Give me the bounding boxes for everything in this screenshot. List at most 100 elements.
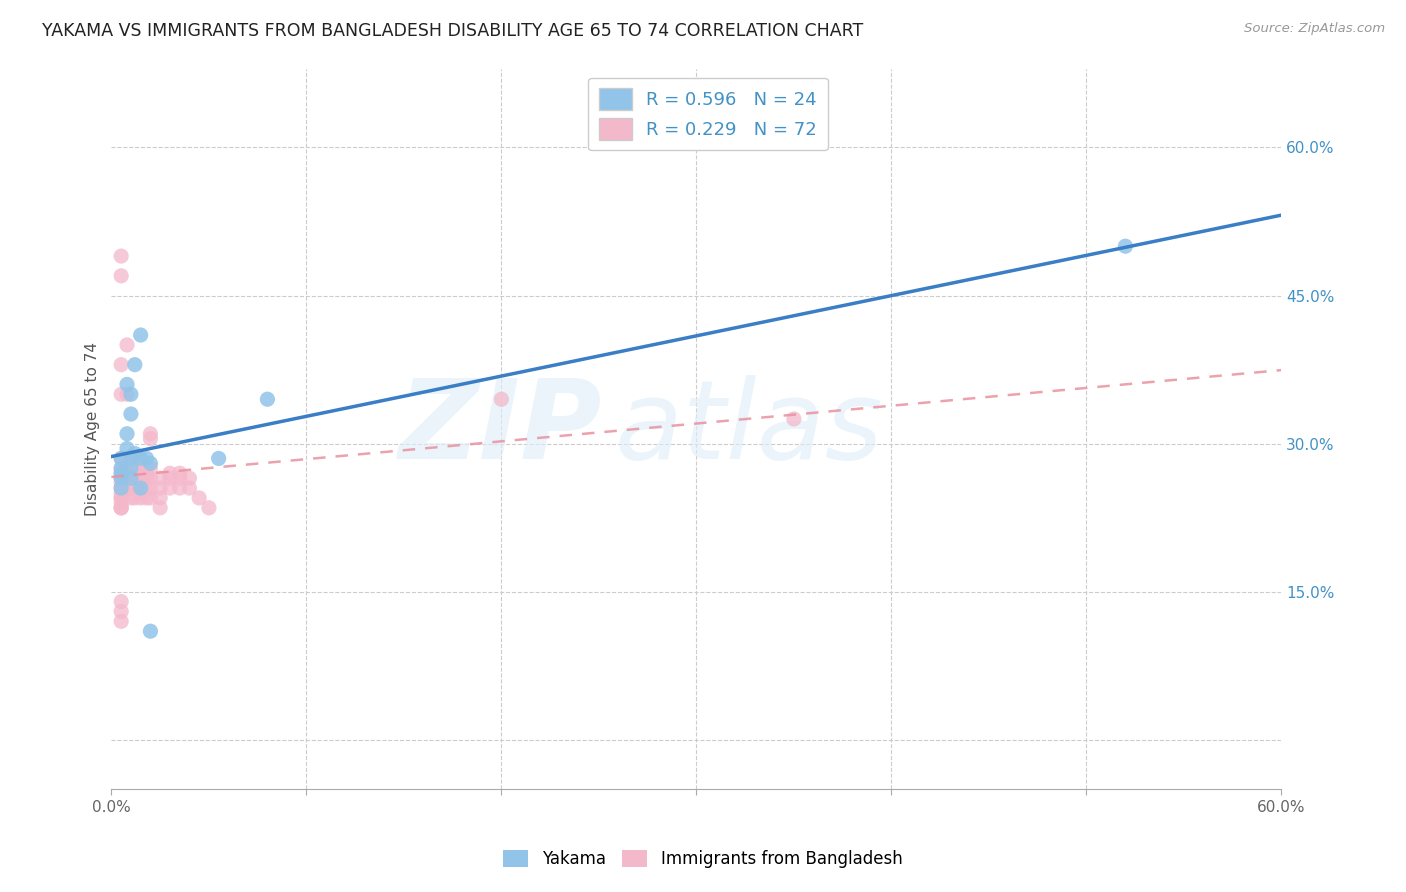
Point xyxy=(124,467,146,481)
Legend: R = 0.596   N = 24, R = 0.229   N = 72: R = 0.596 N = 24, R = 0.229 N = 72 xyxy=(589,78,828,151)
Point xyxy=(491,392,513,407)
Point xyxy=(179,481,201,495)
Point xyxy=(120,476,142,491)
Point xyxy=(179,471,201,485)
Point xyxy=(115,426,138,441)
Point xyxy=(115,451,138,466)
Point xyxy=(129,481,152,495)
Point xyxy=(110,594,132,608)
Point xyxy=(120,471,142,485)
Point xyxy=(135,471,157,485)
Text: atlas: atlas xyxy=(614,376,883,483)
Point xyxy=(110,491,132,505)
Point xyxy=(110,451,132,466)
Point xyxy=(169,467,191,481)
Point xyxy=(129,491,152,505)
Point xyxy=(169,471,191,485)
Point xyxy=(110,249,132,263)
Point xyxy=(129,481,152,495)
Point xyxy=(110,500,132,515)
Point xyxy=(135,451,157,466)
Point xyxy=(139,426,162,441)
Point xyxy=(110,268,132,283)
Point xyxy=(110,467,132,481)
Text: YAKAMA VS IMMIGRANTS FROM BANGLADESH DISABILITY AGE 65 TO 74 CORRELATION CHART: YAKAMA VS IMMIGRANTS FROM BANGLADESH DIS… xyxy=(42,22,863,40)
Point xyxy=(120,451,142,466)
Point xyxy=(129,461,152,475)
Point xyxy=(115,481,138,495)
Point xyxy=(256,392,278,407)
Point xyxy=(208,451,231,466)
Point xyxy=(124,446,146,460)
Text: Source: ZipAtlas.com: Source: ZipAtlas.com xyxy=(1244,22,1385,36)
Point xyxy=(149,500,172,515)
Legend: Yakama, Immigrants from Bangladesh: Yakama, Immigrants from Bangladesh xyxy=(496,843,910,875)
Point xyxy=(120,451,142,466)
Point xyxy=(115,461,138,475)
Point xyxy=(110,461,132,475)
Point xyxy=(115,377,138,392)
Point xyxy=(110,461,132,475)
Point xyxy=(110,481,132,495)
Point xyxy=(120,481,142,495)
Point xyxy=(124,461,146,475)
Y-axis label: Disability Age 65 to 74: Disability Age 65 to 74 xyxy=(86,342,100,516)
Point xyxy=(110,471,132,485)
Point xyxy=(110,615,132,629)
Point xyxy=(115,467,138,481)
Point xyxy=(135,491,157,505)
Point xyxy=(120,407,142,421)
Point xyxy=(139,624,162,639)
Point xyxy=(124,491,146,505)
Point xyxy=(159,471,181,485)
Point xyxy=(1114,239,1136,253)
Point xyxy=(139,432,162,446)
Point xyxy=(198,500,221,515)
Point xyxy=(115,471,138,485)
Point xyxy=(120,471,142,485)
Point xyxy=(135,467,157,481)
Point xyxy=(159,481,181,495)
Point xyxy=(120,387,142,401)
Point xyxy=(110,471,132,485)
Point xyxy=(149,471,172,485)
Point xyxy=(149,481,172,495)
Point xyxy=(129,451,152,466)
Point xyxy=(139,471,162,485)
Point xyxy=(139,456,162,470)
Point xyxy=(120,467,142,481)
Point xyxy=(110,500,132,515)
Point xyxy=(139,461,162,475)
Point xyxy=(139,481,162,495)
Point xyxy=(149,491,172,505)
Point xyxy=(110,500,132,515)
Point xyxy=(129,471,152,485)
Point xyxy=(139,491,162,505)
Point xyxy=(115,442,138,456)
Point xyxy=(110,467,132,481)
Point xyxy=(124,481,146,495)
Point xyxy=(783,412,806,426)
Point xyxy=(188,491,211,505)
Point xyxy=(120,491,142,505)
Point xyxy=(115,338,138,352)
Point xyxy=(110,451,132,466)
Point xyxy=(169,481,191,495)
Text: ZIP: ZIP xyxy=(399,376,603,483)
Point xyxy=(129,467,152,481)
Point xyxy=(110,387,132,401)
Point xyxy=(115,387,138,401)
Point xyxy=(120,461,142,475)
Point xyxy=(124,358,146,372)
Point xyxy=(124,451,146,466)
Point xyxy=(124,471,146,485)
Point xyxy=(110,604,132,618)
Point xyxy=(129,328,152,343)
Point xyxy=(129,451,152,466)
Point xyxy=(110,358,132,372)
Point xyxy=(159,467,181,481)
Point xyxy=(120,461,142,475)
Point xyxy=(110,486,132,500)
Point xyxy=(110,496,132,510)
Point xyxy=(135,481,157,495)
